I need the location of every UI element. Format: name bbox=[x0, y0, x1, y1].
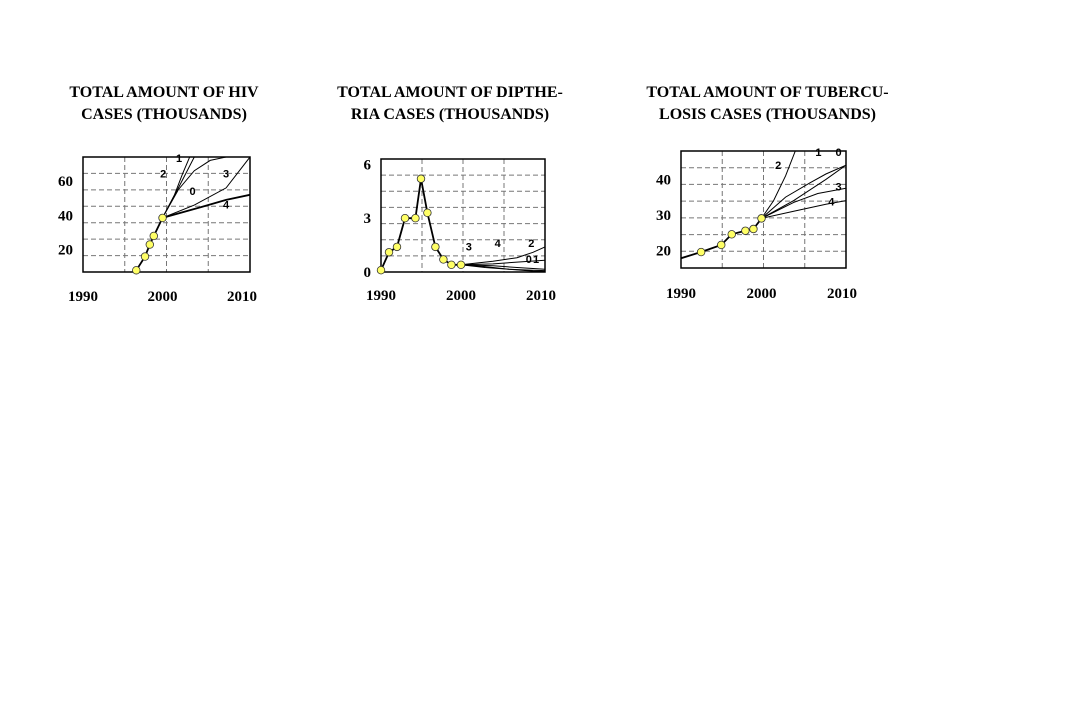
series-line-4 bbox=[460, 264, 545, 272]
x-tick-label: 2000 bbox=[746, 286, 776, 302]
observed-point bbox=[423, 208, 432, 218]
series-line-4 bbox=[761, 200, 846, 219]
chart-tuberculosis: 1 0 2 34 20 30 40 1990 2000 2010 bbox=[656, 147, 857, 302]
series-label-2: 2 bbox=[160, 169, 166, 181]
x-tick-label: 2000 bbox=[446, 288, 476, 304]
series-label-0: 0 bbox=[190, 186, 196, 198]
y-tick-label: 0 bbox=[364, 265, 372, 281]
y-tick-label: 20 bbox=[58, 243, 73, 259]
plot-frame bbox=[680, 150, 847, 269]
x-tick-label: 2000 bbox=[148, 289, 178, 305]
series-label-0: 0 bbox=[526, 254, 532, 266]
observed-point bbox=[145, 240, 154, 249]
series-label-2: 2 bbox=[775, 160, 781, 172]
series-label-3: 3 bbox=[836, 182, 842, 194]
series-label-1: 1 bbox=[815, 147, 821, 159]
x-tick-label: 2010 bbox=[526, 288, 556, 304]
chart-title-line-1: TOTAL AMOUNT OF HIV bbox=[69, 84, 259, 101]
observed-point bbox=[392, 242, 402, 252]
y-tick-label: 40 bbox=[58, 208, 73, 224]
series-line-1 bbox=[761, 164, 846, 219]
observed-point bbox=[132, 266, 141, 275]
observed-point bbox=[741, 226, 750, 235]
y-tick-label: 40 bbox=[656, 172, 671, 188]
y-tick-label: 60 bbox=[58, 174, 73, 190]
observed-point bbox=[717, 240, 726, 250]
observed-point bbox=[140, 252, 150, 261]
x-tick-label: 2010 bbox=[227, 289, 257, 305]
observed-line bbox=[381, 178, 461, 271]
series-label-4: 4 bbox=[495, 238, 502, 250]
plot-frame bbox=[82, 156, 251, 273]
observed-point bbox=[757, 214, 766, 223]
plot-frame bbox=[380, 158, 546, 273]
series-label-2: 2 bbox=[528, 238, 534, 250]
series-label-4: 4 bbox=[828, 197, 835, 209]
chart-title-line-1: TOTAL AMOUNT OF TUBERCU- bbox=[646, 84, 889, 101]
observed-point bbox=[439, 255, 448, 264]
series-label-4: 4 bbox=[223, 199, 230, 211]
series-label-1: 1 bbox=[533, 254, 539, 266]
observed-point bbox=[158, 213, 167, 223]
y-tick-label: 20 bbox=[656, 243, 671, 259]
x-tick-label: 1990 bbox=[68, 289, 98, 305]
observed-point bbox=[447, 260, 456, 270]
series-line-0 bbox=[460, 264, 545, 270]
observed-point bbox=[400, 213, 410, 223]
chart-title-line-1: TOTAL AMOUNT OF DIPTHE- bbox=[337, 84, 563, 101]
series-line-2 bbox=[761, 151, 796, 219]
series-line-0 bbox=[761, 164, 846, 219]
series-label-3: 3 bbox=[466, 241, 472, 253]
observed-point bbox=[416, 174, 426, 183]
observed-line bbox=[681, 217, 763, 260]
observed-point bbox=[749, 224, 758, 234]
series-line-1 bbox=[460, 259, 545, 266]
series-line-2 bbox=[460, 246, 545, 266]
series-line-3 bbox=[162, 157, 250, 219]
x-tick-label: 2010 bbox=[827, 286, 857, 302]
series-line-4 bbox=[162, 193, 250, 219]
observed-point bbox=[149, 231, 158, 241]
grid bbox=[83, 157, 250, 272]
observed-point bbox=[727, 230, 736, 239]
y-tick-label: 3 bbox=[364, 211, 372, 227]
observed-point bbox=[431, 242, 440, 252]
series-label-1: 1 bbox=[176, 153, 182, 165]
chart-title-hiv: TOTAL AMOUNT OF HIV CASES (THOUSANDS) bbox=[28, 82, 300, 126]
observed-point bbox=[696, 247, 706, 257]
series-line-3 bbox=[761, 187, 846, 219]
series-label-3: 3 bbox=[223, 169, 229, 181]
observed-point bbox=[411, 213, 420, 223]
y-tick-label: 30 bbox=[656, 208, 671, 224]
chart-title-diphtheria: TOTAL AMOUNT OF DIPTHE- RIA CASES (THOUS… bbox=[300, 82, 600, 126]
series-line-0 bbox=[162, 157, 227, 219]
series-label-0: 0 bbox=[836, 147, 842, 159]
observed-point bbox=[376, 266, 386, 275]
chart-title-line-2: RIA CASES (THOUSANDS) bbox=[350, 106, 550, 123]
y-tick-label: 6 bbox=[364, 157, 372, 173]
chart-title-line-2: LOSIS CASES (THOUSANDS) bbox=[659, 106, 876, 123]
observed-point bbox=[456, 260, 466, 270]
x-tick-label: 1990 bbox=[666, 286, 696, 302]
x-tick-label: 1990 bbox=[366, 288, 396, 304]
observed-point bbox=[384, 248, 394, 257]
chart-title-line-2: CASES (THOUSANDS) bbox=[81, 106, 247, 123]
chart-title-tuberculosis: TOTAL AMOUNT OF TUBERCU- LOSIS CASES (TH… bbox=[605, 82, 930, 126]
